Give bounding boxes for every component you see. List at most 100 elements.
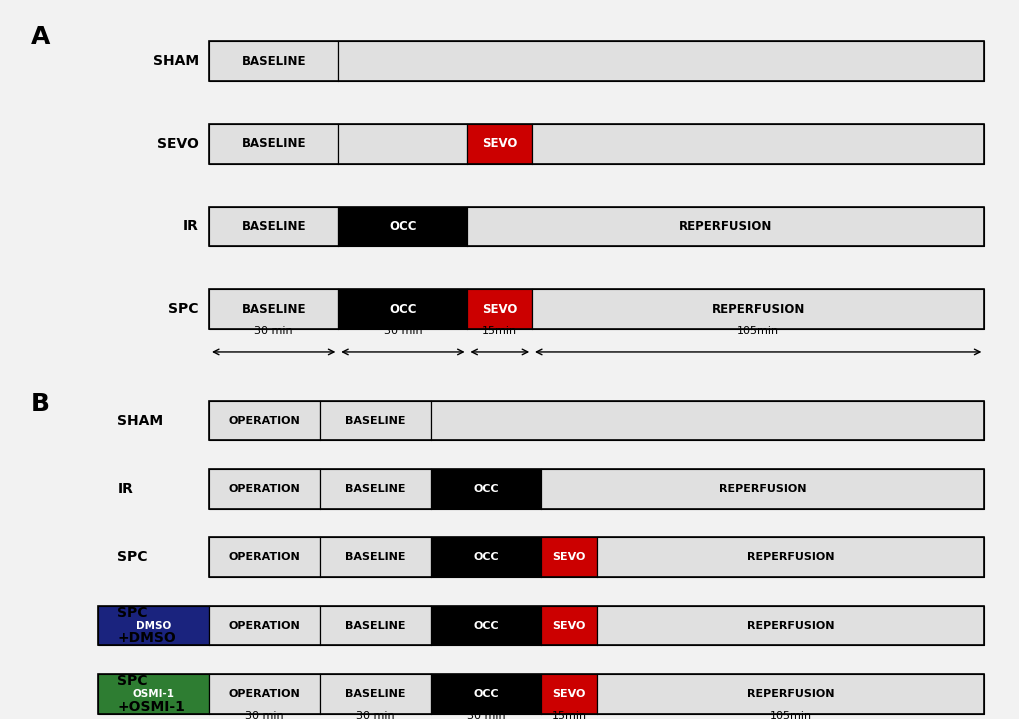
Bar — [209, 124, 338, 164]
Text: REPERFUSION: REPERFUSION — [746, 620, 834, 631]
Text: OPERATION: OPERATION — [228, 484, 300, 494]
Text: SHAM: SHAM — [153, 54, 199, 68]
Text: SEVO: SEVO — [551, 552, 585, 562]
Text: REPERFUSION: REPERFUSION — [679, 220, 771, 233]
Bar — [209, 538, 320, 577]
Text: BASELINE: BASELINE — [242, 137, 306, 150]
Bar — [209, 401, 983, 440]
Bar — [430, 674, 541, 713]
Bar — [209, 470, 983, 509]
Text: OCC: OCC — [473, 484, 498, 494]
Text: SPC: SPC — [117, 674, 148, 688]
Text: BASELINE: BASELINE — [242, 55, 306, 68]
Bar — [430, 538, 541, 577]
Bar — [467, 206, 983, 246]
Bar — [209, 206, 338, 246]
Text: +DMSO: +DMSO — [117, 631, 176, 646]
Bar — [541, 538, 596, 577]
Bar — [532, 289, 983, 329]
Text: BASELINE: BASELINE — [344, 689, 406, 699]
Text: SPC: SPC — [168, 302, 199, 316]
Text: SPC: SPC — [117, 550, 148, 564]
Text: 15min: 15min — [482, 326, 517, 336]
Text: OSMI-1: OSMI-1 — [132, 689, 174, 699]
Text: OPERATION: OPERATION — [228, 416, 300, 426]
Bar — [320, 401, 430, 440]
Text: DMSO: DMSO — [136, 620, 171, 631]
Text: SEVO: SEVO — [551, 689, 585, 699]
Text: SEVO: SEVO — [157, 137, 199, 151]
Bar — [209, 674, 320, 713]
Bar — [532, 124, 983, 164]
Text: IR: IR — [182, 219, 199, 234]
Bar — [541, 674, 596, 713]
Bar — [209, 41, 983, 81]
Bar — [467, 289, 532, 329]
Bar — [209, 538, 983, 577]
Text: BASELINE: BASELINE — [344, 620, 406, 631]
Bar — [541, 605, 596, 646]
Bar — [98, 674, 209, 713]
Bar — [209, 470, 320, 509]
Bar — [338, 289, 467, 329]
Bar — [209, 401, 320, 440]
Bar — [98, 605, 983, 646]
Bar — [98, 605, 209, 646]
Text: BASELINE: BASELINE — [242, 220, 306, 233]
Bar — [338, 124, 467, 164]
Text: REPERFUSION: REPERFUSION — [746, 552, 834, 562]
Text: BASELINE: BASELINE — [344, 484, 406, 494]
Bar — [430, 605, 541, 646]
Text: REPERFUSION: REPERFUSION — [711, 303, 804, 316]
Text: SEVO: SEVO — [482, 303, 517, 316]
Bar — [98, 674, 983, 713]
Text: OPERATION: OPERATION — [228, 689, 300, 699]
Text: OPERATION: OPERATION — [228, 552, 300, 562]
Text: SHAM: SHAM — [117, 413, 163, 428]
Bar — [209, 124, 983, 164]
Text: OCC: OCC — [389, 303, 416, 316]
Text: OCC: OCC — [473, 689, 498, 699]
Text: BASELINE: BASELINE — [344, 552, 406, 562]
Text: OCC: OCC — [473, 552, 498, 562]
Bar — [209, 605, 320, 646]
Bar — [209, 206, 983, 246]
Bar — [338, 206, 467, 246]
Bar — [338, 41, 983, 81]
Text: +OSMI-1: +OSMI-1 — [117, 700, 185, 714]
Text: OPERATION: OPERATION — [228, 620, 300, 631]
Text: 30 min: 30 min — [245, 711, 283, 719]
Text: 105min: 105min — [737, 326, 779, 336]
Bar — [596, 674, 983, 713]
Bar — [467, 124, 532, 164]
Text: SEVO: SEVO — [551, 620, 585, 631]
Bar — [209, 289, 338, 329]
Bar — [209, 41, 338, 81]
Text: OCC: OCC — [473, 620, 498, 631]
Text: IR: IR — [117, 482, 133, 496]
Bar — [541, 470, 983, 509]
Bar — [209, 289, 983, 329]
Text: 30 min: 30 min — [356, 711, 394, 719]
Text: A: A — [31, 25, 50, 49]
Text: 15min: 15min — [551, 711, 586, 719]
Text: REPERFUSION: REPERFUSION — [746, 689, 834, 699]
Bar — [430, 401, 983, 440]
Text: 30 min: 30 min — [466, 711, 504, 719]
Bar — [320, 605, 430, 646]
Text: BASELINE: BASELINE — [344, 416, 406, 426]
Text: 105min: 105min — [768, 711, 811, 719]
Bar — [596, 538, 983, 577]
Bar — [320, 470, 430, 509]
Text: REPERFUSION: REPERFUSION — [718, 484, 806, 494]
Text: SEVO: SEVO — [482, 137, 517, 150]
Bar — [320, 674, 430, 713]
Text: BASELINE: BASELINE — [242, 303, 306, 316]
Bar — [430, 470, 541, 509]
Text: SPC: SPC — [117, 605, 148, 620]
Text: B: B — [31, 392, 50, 416]
Text: OCC: OCC — [389, 220, 416, 233]
Bar — [320, 538, 430, 577]
Bar — [596, 605, 983, 646]
Text: 30 min: 30 min — [383, 326, 422, 336]
